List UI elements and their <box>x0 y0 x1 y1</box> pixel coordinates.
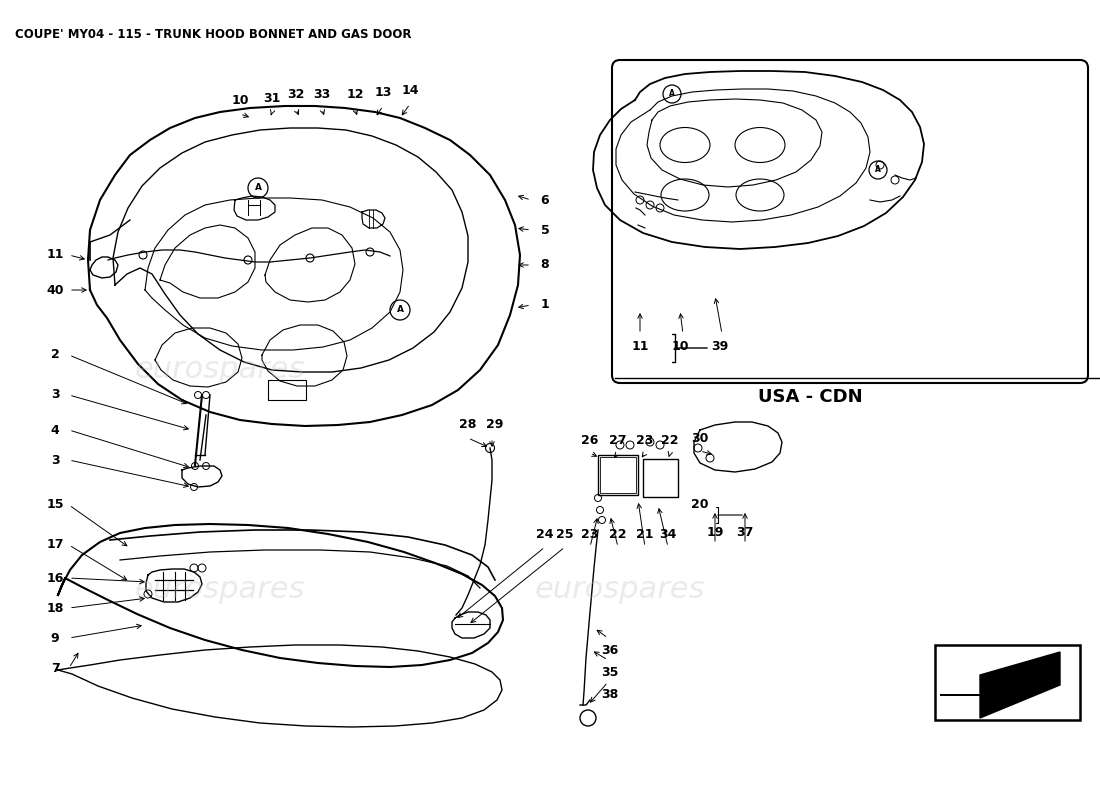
Text: 37: 37 <box>736 526 754 538</box>
Text: 13: 13 <box>374 86 392 98</box>
Text: 5: 5 <box>540 223 549 237</box>
Text: 40: 40 <box>46 283 64 297</box>
Text: 27: 27 <box>609 434 627 446</box>
Text: 4: 4 <box>51 423 59 437</box>
Text: 36: 36 <box>602 643 618 657</box>
Text: 29: 29 <box>486 418 504 431</box>
Text: 23: 23 <box>581 529 598 542</box>
Text: 35: 35 <box>602 666 618 678</box>
Text: 30: 30 <box>691 431 708 445</box>
Text: 14: 14 <box>402 83 419 97</box>
Text: 16: 16 <box>46 571 64 585</box>
Text: USA - CDN: USA - CDN <box>758 388 862 406</box>
Text: 1: 1 <box>540 298 549 311</box>
Polygon shape <box>940 652 1060 718</box>
Text: A: A <box>396 306 404 314</box>
Text: 28: 28 <box>460 418 476 431</box>
Text: 19: 19 <box>706 526 724 538</box>
Text: 33: 33 <box>314 89 331 102</box>
Text: 26: 26 <box>581 434 598 446</box>
Text: 17: 17 <box>46 538 64 551</box>
Text: 38: 38 <box>602 689 618 702</box>
Bar <box>644 459 678 497</box>
Bar <box>600 457 636 493</box>
Text: 21: 21 <box>636 529 653 542</box>
Text: 24: 24 <box>537 529 553 542</box>
Text: 23: 23 <box>636 434 653 446</box>
Text: A: A <box>254 183 262 193</box>
Text: eurospares: eurospares <box>535 575 705 605</box>
Text: eurospares: eurospares <box>135 575 305 605</box>
Bar <box>598 455 638 495</box>
Text: 12: 12 <box>346 89 364 102</box>
Text: 3: 3 <box>51 389 59 402</box>
Bar <box>935 645 1080 720</box>
Text: 22: 22 <box>609 529 627 542</box>
Text: 39: 39 <box>712 339 728 353</box>
Text: 8: 8 <box>541 258 549 271</box>
Text: 11: 11 <box>46 249 64 262</box>
Text: 9: 9 <box>51 631 59 645</box>
Text: A: A <box>669 90 675 98</box>
Text: 20: 20 <box>691 498 708 511</box>
Text: 2: 2 <box>51 349 59 362</box>
Text: 10: 10 <box>231 94 249 106</box>
Text: 15: 15 <box>46 498 64 511</box>
Text: 18: 18 <box>46 602 64 614</box>
Text: 31: 31 <box>263 91 280 105</box>
Text: 3: 3 <box>51 454 59 466</box>
Text: 6: 6 <box>541 194 549 206</box>
Text: 22: 22 <box>661 434 679 446</box>
Bar <box>268 380 306 400</box>
Text: 34: 34 <box>659 529 676 542</box>
Text: A: A <box>876 166 881 174</box>
Text: eurospares: eurospares <box>135 355 305 385</box>
Text: 11: 11 <box>631 339 649 353</box>
Text: 32: 32 <box>287 89 305 102</box>
Text: COUPE' MY04 - 115 - TRUNK HOOD BONNET AND GAS DOOR: COUPE' MY04 - 115 - TRUNK HOOD BONNET AN… <box>15 28 411 41</box>
Text: 7: 7 <box>51 662 59 674</box>
Text: 25: 25 <box>557 529 574 542</box>
Text: 10: 10 <box>671 339 689 353</box>
